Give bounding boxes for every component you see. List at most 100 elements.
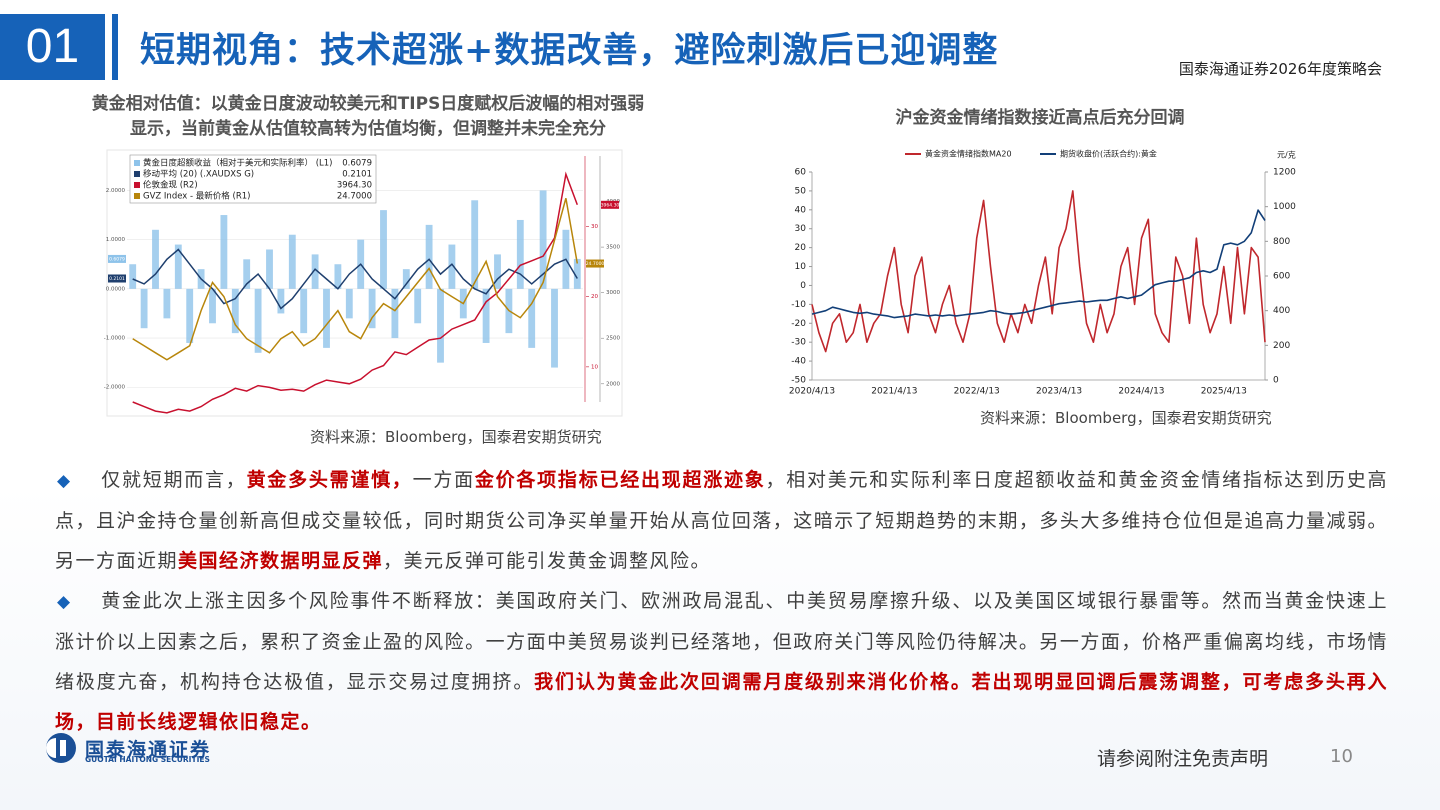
y2-tick-label: 200 [1273,341,1290,351]
legend-label: 黄金资金情绪指数MA20 [925,149,1012,159]
value-tag-label: 0.6079 [109,256,125,262]
y-tick-label: 10 [795,262,807,272]
y-tick-label: -20 [791,319,806,329]
bar [323,288,330,348]
bar [482,288,490,343]
y2-tick-label: 400 [1273,306,1290,316]
body-text: 一方面 [412,469,475,491]
brand-name: 国泰海通证券 [85,739,212,761]
y2-tick-label: 600 [1273,272,1290,282]
x-tick-label: 2020/4/13 [789,387,835,397]
body-text: 黄金此次上涨主因多个风险事件不断释放：美国政府关门、欧洲政局混乱、中美贸易摩擦升… [55,590,1388,693]
caption-line: 显示，当前黄金从估值较高转为估值均衡，但调整并未完全充分 [130,119,606,139]
bar [254,288,262,353]
bar [402,269,410,289]
bar [140,288,148,329]
bar [380,210,387,289]
legend-swatch [134,193,140,199]
y-tick-label: 2.0000 [106,188,126,194]
value-tag-label: 24.7000 [586,261,605,267]
bar [311,254,319,289]
y-tick-label: 1.0000 [106,237,126,243]
y2-tick-label: 1200 [1273,168,1296,178]
caption-line: 黄金相对估值：以黄金日度波动较美元和TIPS日度赋权后波幅的相对强弱 [91,94,645,114]
brand-name-en: GUOTAI HAITONG SECURITIES [85,755,210,764]
y-tick-label: -30 [791,338,806,348]
y2-unit: 元/克 [1277,151,1296,160]
logo-icon [46,733,76,763]
bar [129,264,137,289]
bar [220,215,228,289]
bar [174,244,182,289]
bar [231,288,239,334]
legend-label: 黄金日度超额收益（相对于美元和实际利率） (L1) [143,158,332,169]
series-line [132,171,579,414]
legend-label: 期货收盘价(活跃合约):黄金 [1060,149,1157,159]
x-tick-label: 2021/4/13 [871,387,917,397]
y3-tick-label: 20 [591,294,598,300]
legend-box [129,154,377,204]
y-tick-label: 0.0000 [106,286,126,292]
bar [437,288,444,363]
bar [243,259,251,289]
highlight-text: 黄金多头需谨慎， [246,469,413,491]
x-tick-label: 2023/4/13 [1036,387,1082,397]
highlight-text: 我们认为黄金此次回调需月度级别来消化价格。若出现明显回调后震荡调整，可考虑多头再… [55,671,1388,733]
title-bar [112,14,118,80]
value-tag-label: 0.2101 [109,276,125,282]
bullet: 仅就短期而言，黄金多头需谨慎，一方面金价各项指标已经出现超涨迹象，相对美元和实际… [55,460,1388,581]
legend-label: 伦敦金现 (R2) [143,180,198,191]
value-tag [601,200,619,209]
bar [528,288,536,348]
legend-value: 0.2101 [342,170,372,180]
bar [277,288,285,314]
body-text: 仅就短期而言， [101,469,247,491]
bar [152,229,159,289]
y-tick-label: 60 [795,168,807,178]
y-tick-label: -1.0000 [104,336,126,342]
bar [288,234,296,289]
legend-swatch [134,160,140,166]
bar [266,249,273,289]
legend-value: 24.7000 [337,192,372,202]
disclaimer: 请参阅附注免责声明 [1097,748,1269,770]
right-source: 资料来源：Bloomberg，国泰君安期货研究 [980,409,1272,427]
y-tick-label: -40 [791,357,806,367]
value-tag [108,254,126,263]
bar [573,258,581,289]
legend-value: 0.6079 [342,159,372,169]
x-tick-label: 2024/4/13 [1118,387,1164,397]
y-tick-label: 30 [795,224,807,234]
value-tag-label: 3964.30 [601,202,620,208]
y-tick-label: 20 [795,243,807,253]
y2-tick-label: 3500 [606,245,620,251]
highlight-text: 美国经济数据明显反弹 [178,550,384,572]
bar [163,288,171,319]
bullet: 黄金此次上涨主因多个风险事件不断释放：美国政府关门、欧洲政局混乱、中美贸易摩擦升… [55,581,1388,742]
bar [334,264,342,289]
series-line [132,198,579,361]
y2-tick-label: 1000 [1273,202,1296,212]
bar [368,288,376,329]
x-tick-label: 2022/4/13 [954,387,1000,397]
legend-swatch [134,182,140,188]
bar [516,219,524,289]
bullet-marker [55,460,101,501]
bar [209,288,216,324]
right-caption: 沪金资金情绪指数接近高点后充分回调 [895,108,1185,128]
y2-tick-label: 2500 [606,336,620,342]
left-caption: 黄金相对估值：以黄金日度波动较美元和TIPS日度赋权后波幅的相对强弱 显示，当前… [18,92,718,142]
legend-label: GVZ Index - 最新价格 (R1) [143,191,250,202]
slide-title: 短期视角：技术超涨+数据改善，避险刺激后已迎调整 [140,31,999,71]
series-line [811,209,1266,319]
event-name: 国泰海通证券2026年度策略会 [1178,60,1382,78]
y-tick-label: -10 [791,300,806,310]
y-tick-label: -50 [791,376,806,386]
y-tick-label: 50 [795,186,807,196]
y-tick-label: -2.0000 [104,385,126,391]
bar [345,288,353,319]
legend-value: 3964.30 [337,181,372,191]
y2-tick-label: 0 [1273,376,1279,386]
